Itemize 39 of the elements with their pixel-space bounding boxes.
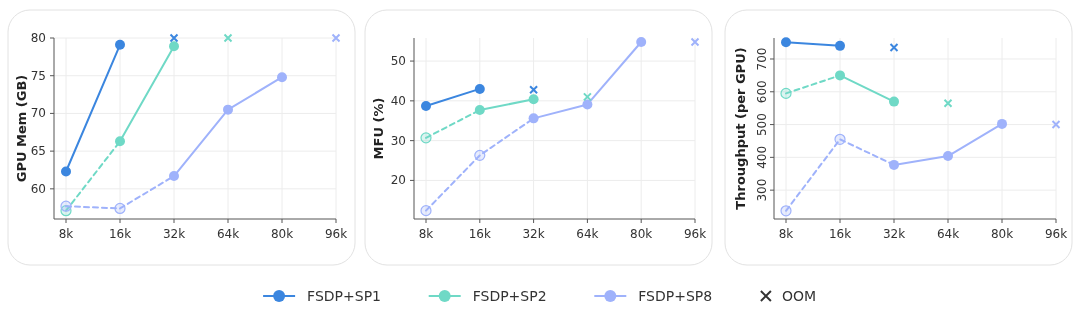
x-tick-label: 16k xyxy=(108,227,132,241)
y-axis-title: Throughput (per GPU) xyxy=(733,47,748,210)
y-tick-label: 400 xyxy=(755,145,769,169)
legend-label: FSDP+SP8 xyxy=(638,288,713,304)
y-tick-label: 65 xyxy=(30,144,46,159)
x-tick-label: 8k xyxy=(778,227,794,241)
x-tick-label: 16k xyxy=(468,227,491,241)
legend-label: FSDP+SP1 xyxy=(307,288,381,304)
x-tick-label: 64k xyxy=(216,227,240,241)
x-tick-label: 32k xyxy=(522,227,545,241)
x-tick-label: 80k xyxy=(270,227,294,241)
y-axis-title: GPU Mem (GB) xyxy=(14,74,29,183)
y-axis-title: MFU (%) xyxy=(371,97,386,160)
y-tick-label: 75 xyxy=(30,68,46,83)
y-tick-label: 50 xyxy=(390,54,406,69)
x-tick-label: 96k xyxy=(683,227,707,241)
x-tick-label: 16k xyxy=(828,227,852,241)
text: OOM xyxy=(781,288,817,304)
x-tick-label: 64k xyxy=(576,227,599,241)
x-tick-label: 32k xyxy=(162,227,186,241)
x-tick-label: 80k xyxy=(990,227,1014,241)
y-tick-label: 500 xyxy=(755,113,769,137)
x-tick-label: 8k xyxy=(418,227,434,241)
x-tick-label: 80k xyxy=(630,227,653,241)
y-tick-label: 60 xyxy=(30,181,46,196)
x-tick-label: 96k xyxy=(324,227,348,241)
y-tick-label: 30 xyxy=(390,133,406,148)
y-tick-label: 700 xyxy=(755,47,769,71)
y-tick-label: 70 xyxy=(30,106,46,121)
y-tick-label: 40 xyxy=(390,93,406,108)
y-tick-label: 300 xyxy=(755,178,769,202)
y-tick-label: 600 xyxy=(755,80,769,104)
x-tick-label: 64k xyxy=(936,227,960,241)
x-tick-label: 32k xyxy=(882,227,906,241)
y-tick-label: 20 xyxy=(390,173,406,188)
x-tick-label: 8k xyxy=(58,227,74,241)
y-tick-label: 80 xyxy=(30,31,46,45)
x-tick-label: 96k xyxy=(1044,227,1068,241)
legend-label: FSDP+SP2 xyxy=(472,288,547,304)
